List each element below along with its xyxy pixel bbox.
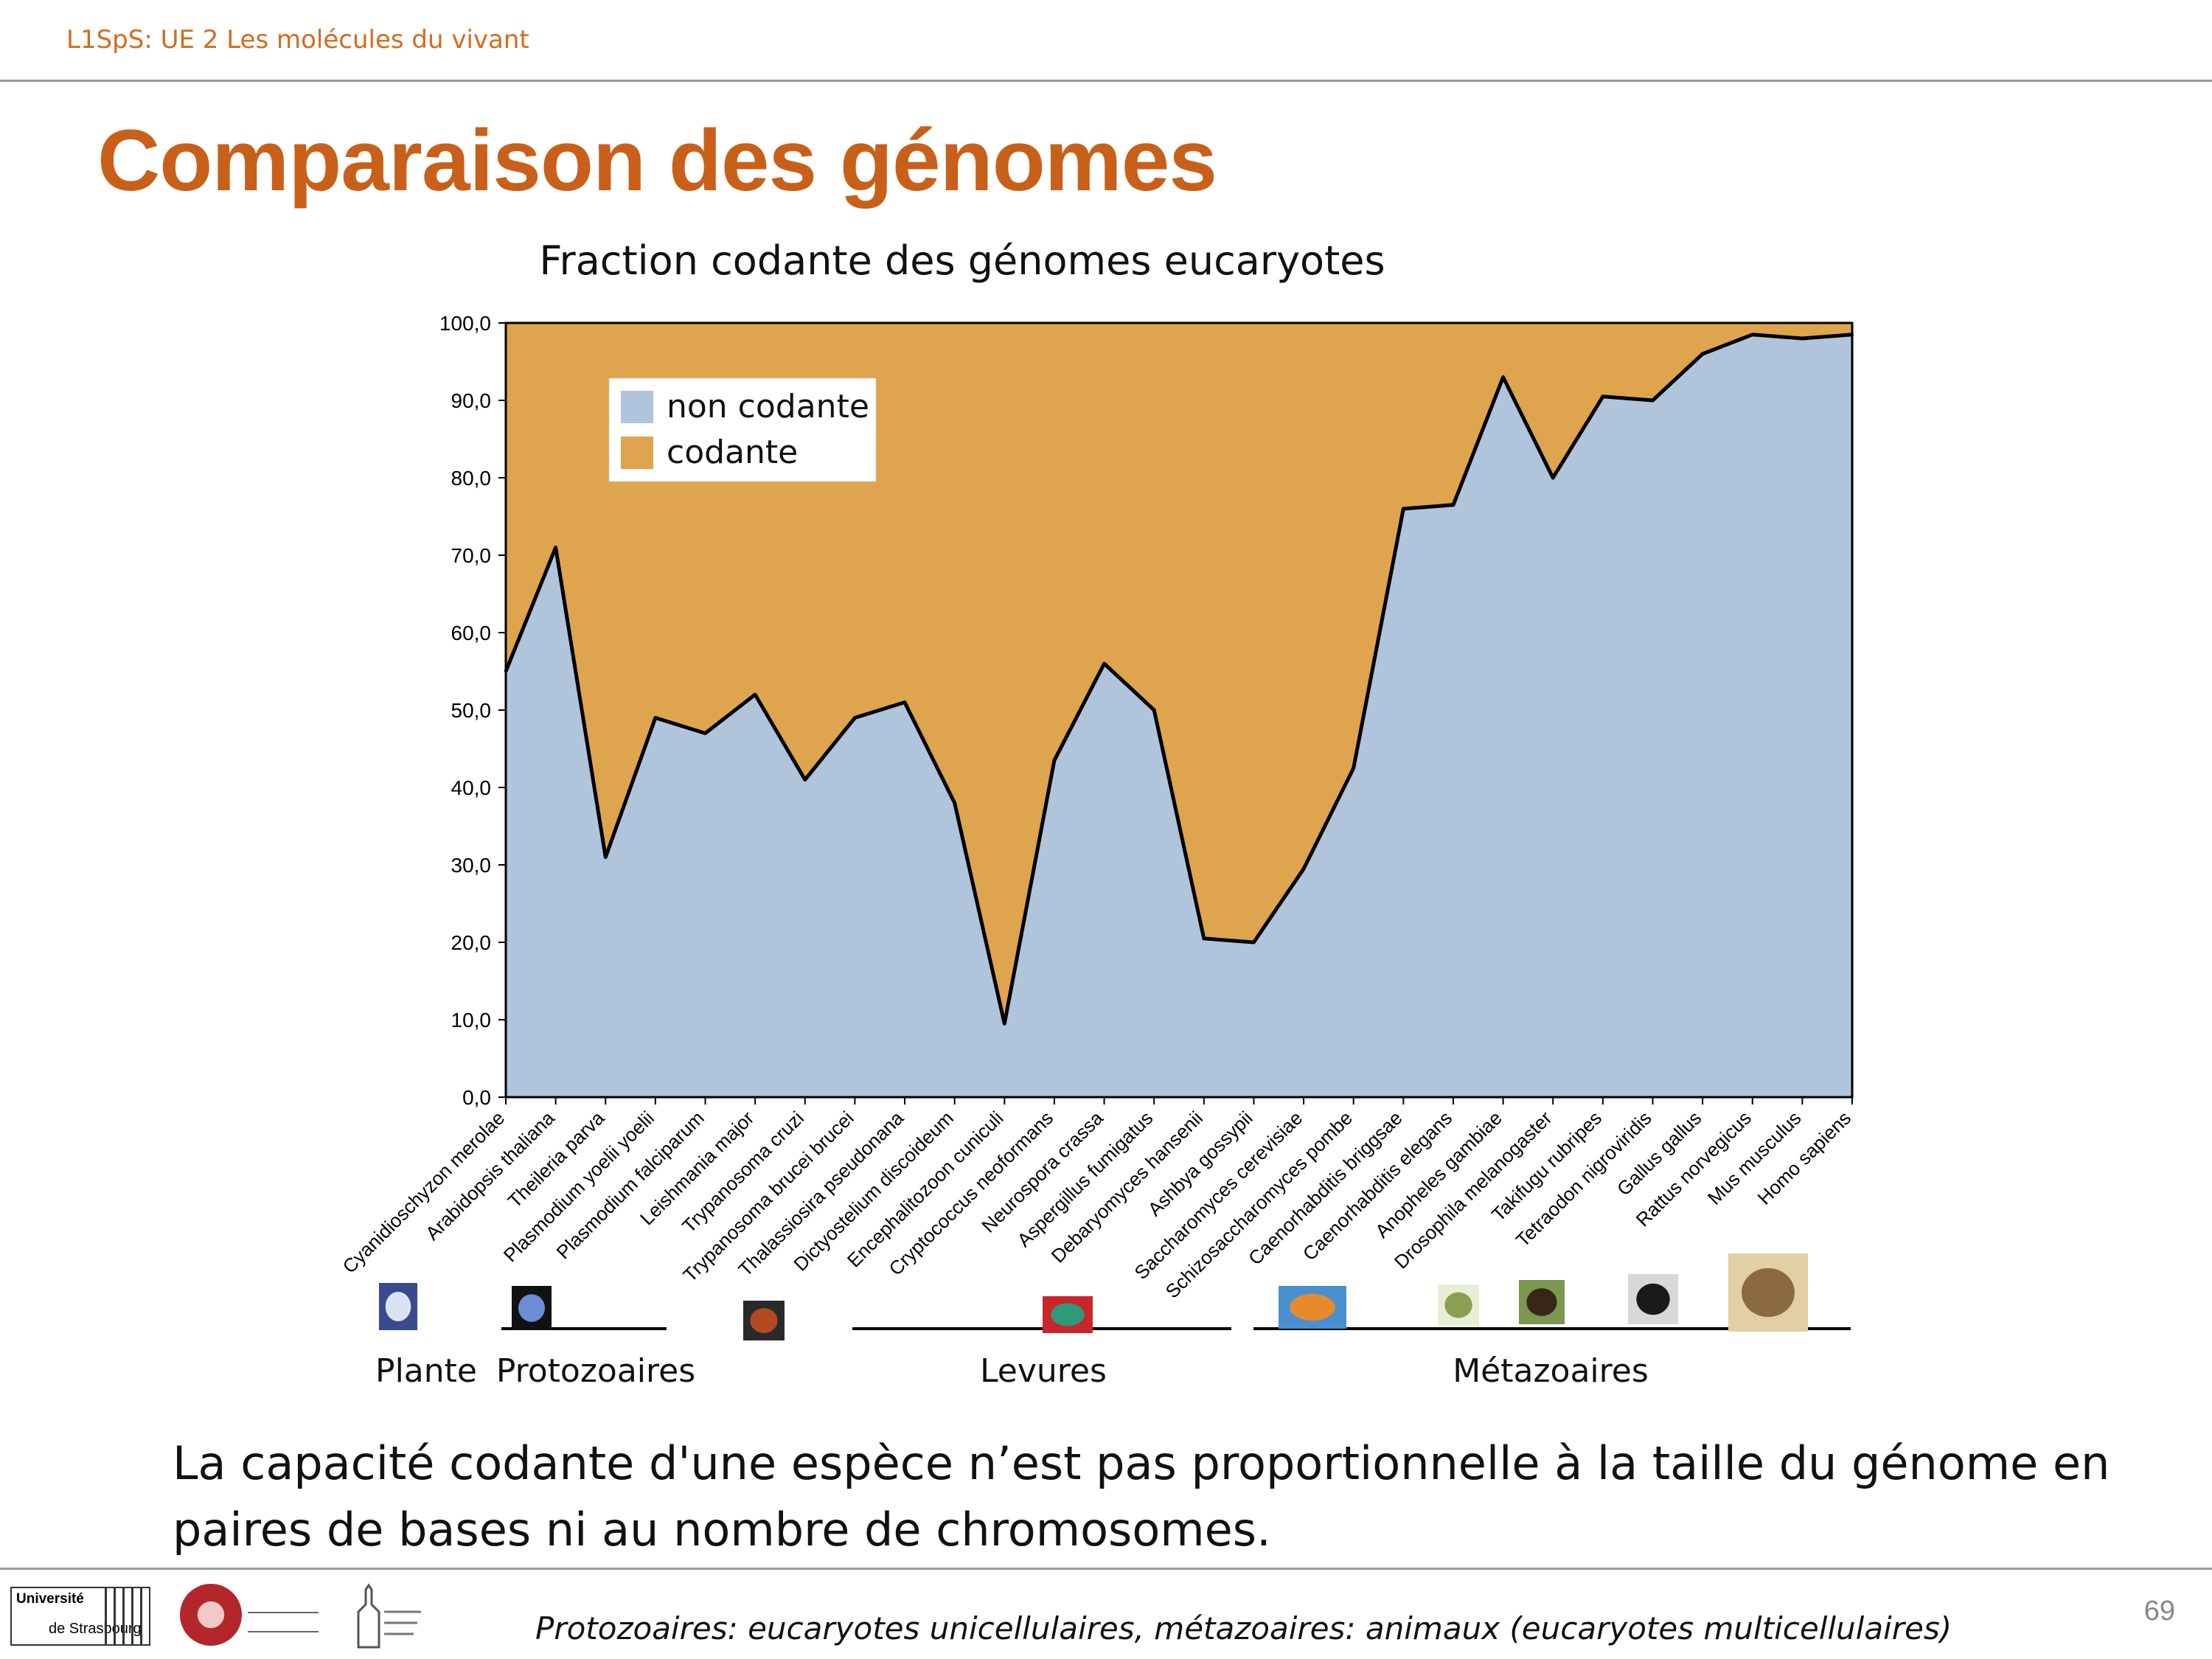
protozoa-icon-shape [518, 1294, 545, 1322]
hospital-logo [357, 1583, 421, 1649]
series-area-non-codante [506, 334, 1852, 1097]
data-point-22 [1551, 476, 1555, 479]
data-point-14 [1152, 709, 1156, 712]
group-label: Métazoaires [1453, 1352, 1649, 1390]
flower-icon-shape [385, 1292, 411, 1321]
data-point-20 [1452, 503, 1455, 507]
y-tick-label: 90,0 [451, 389, 492, 412]
data-point-16 [1252, 941, 1256, 944]
data-point-7 [803, 778, 807, 782]
legend-swatch [621, 437, 653, 469]
legend-label: non codante [667, 388, 869, 425]
chart-title: Fraction codante des génomes eucaryotes [539, 237, 1385, 284]
group-label: Levures [980, 1352, 1107, 1390]
y-tick-label: 10,0 [451, 1009, 492, 1032]
data-point-10 [953, 801, 956, 804]
y-tick-label: 70,0 [451, 544, 492, 567]
taxon-groups: Plante Protozoaires Levures Métazoaires [375, 1253, 1851, 1390]
group-label: Protozoaires [496, 1352, 695, 1390]
vitruvian-man-icon [1728, 1253, 1808, 1332]
mouse-icon-shape [1636, 1283, 1670, 1315]
y-tick-label: 20,0 [451, 931, 492, 954]
yeast-icon [1043, 1296, 1093, 1333]
y-tick-label: 0,0 [462, 1086, 491, 1109]
data-point-25 [1701, 352, 1705, 355]
legend-box [608, 378, 877, 482]
y-tick-label: 60,0 [451, 622, 492, 644]
parasite-icon-shape [750, 1308, 778, 1333]
chart-legend: non codante codante [608, 378, 877, 482]
y-tick-label: 100,0 [439, 312, 491, 335]
data-point-8 [853, 716, 857, 720]
protozoa-icon [512, 1286, 552, 1330]
fly-icon [1438, 1284, 1479, 1326]
data-point-17 [1302, 867, 1306, 871]
data-point-13 [1102, 662, 1106, 665]
data-point-24 [1651, 399, 1655, 402]
y-tick-label: 80,0 [451, 467, 492, 490]
chicken-icon-shape [1526, 1288, 1557, 1316]
logo-university-text: Université [16, 1591, 84, 1607]
footnote: Protozoaires: eucaryotes unicellulaires,… [535, 1610, 1952, 1646]
data-point-3 [604, 855, 608, 859]
data-point-23 [1601, 394, 1604, 398]
y-tick-label: 50,0 [451, 699, 492, 722]
data-point-21 [1501, 375, 1505, 379]
mouse-icon [1628, 1274, 1678, 1324]
vitruvian-man-icon-shape [1742, 1267, 1795, 1318]
university-logo: Université de Strasbourg [10, 1587, 150, 1646]
data-point-6 [754, 693, 757, 696]
yeast-icon-shape [1051, 1303, 1085, 1326]
chicken-icon [1519, 1280, 1565, 1324]
y-tick-label: 40,0 [451, 776, 492, 799]
bottom-divider [0, 1568, 2212, 1570]
mosquito-icon-shape [1290, 1293, 1335, 1321]
slide-title: Comparaison des génomes [97, 112, 1217, 209]
page-number: 69 [2143, 1596, 2175, 1627]
faculty-seal-logo [180, 1584, 242, 1646]
data-point-9 [903, 700, 906, 704]
parasite-icon [743, 1301, 785, 1340]
conclusion-statement: La capacité codante d'une espèce n’est p… [173, 1436, 2110, 1557]
y-tick-label: 30,0 [451, 854, 492, 877]
legend-swatch [621, 391, 653, 423]
series-boundary-line [504, 333, 1853, 1026]
data-point-5 [703, 731, 707, 735]
fly-icon-shape [1444, 1292, 1472, 1318]
top-divider [0, 80, 2212, 82]
mosquito-icon [1279, 1286, 1346, 1329]
legend-label: codante [667, 434, 798, 471]
data-point-11 [1003, 1022, 1006, 1026]
logo-bars [105, 1588, 149, 1644]
data-point-19 [1402, 507, 1405, 510]
data-point-12 [1052, 759, 1056, 762]
course-header: L1SpS: UE 2 Les molécules du vivant [66, 25, 529, 55]
faculty-logo-mark [248, 1612, 319, 1632]
group-label: Plante [375, 1352, 477, 1390]
data-point-15 [1202, 936, 1206, 940]
data-point-4 [653, 716, 657, 720]
flower-icon [379, 1283, 417, 1330]
data-point-18 [1352, 766, 1355, 770]
data-point-26 [1750, 333, 1754, 336]
data-point-27 [1801, 337, 1804, 340]
data-point-2 [554, 546, 557, 549]
